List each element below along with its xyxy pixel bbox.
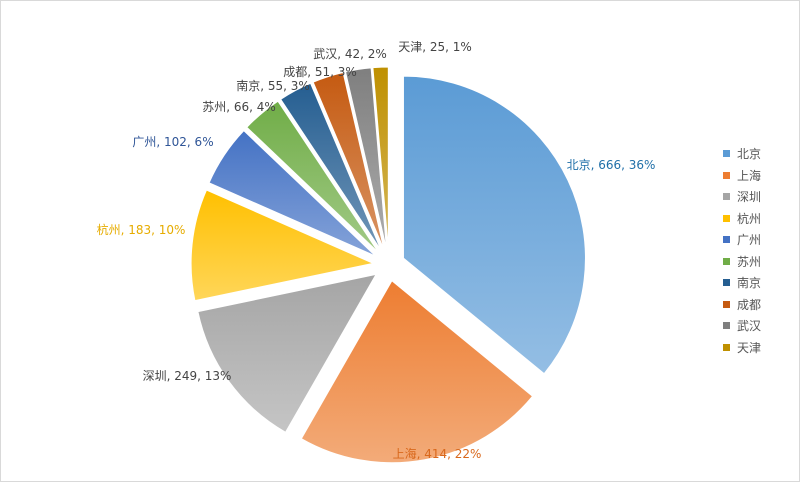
pie-slice-2 bbox=[300, 279, 534, 464]
legend-swatch bbox=[723, 236, 730, 244]
legend-label: 深圳 bbox=[737, 190, 762, 205]
legend-swatch bbox=[723, 214, 730, 222]
data-label-3: 深圳, 249, 13% bbox=[143, 369, 232, 383]
legend-swatch bbox=[723, 322, 730, 330]
pie-slice-4 bbox=[190, 189, 375, 302]
chart-legend: 北京上海深圳杭州广州苏州南京成都武汉天津 bbox=[723, 143, 761, 358]
legend-item-6: 苏州 bbox=[723, 251, 761, 273]
legend-label: 成都 bbox=[737, 297, 762, 312]
legend-swatch bbox=[723, 300, 730, 308]
data-label-9: 武汉, 42, 2% bbox=[313, 47, 387, 61]
legend-swatch bbox=[723, 279, 730, 287]
pie-slice-9 bbox=[344, 67, 388, 250]
legend-item-10: 天津 bbox=[723, 337, 761, 359]
legend-item-5: 广州 bbox=[723, 229, 761, 251]
legend-item-2: 上海 bbox=[723, 165, 761, 187]
legend-label: 天津 bbox=[737, 340, 762, 355]
legend-label: 南京 bbox=[737, 276, 762, 291]
data-label-1: 北京, 666, 36% bbox=[567, 158, 656, 172]
data-label-5: 广州, 102, 6% bbox=[132, 135, 213, 149]
legend-item-7: 南京 bbox=[723, 272, 761, 294]
pie-slice-7 bbox=[279, 82, 382, 252]
legend-swatch bbox=[723, 343, 730, 351]
pie-slice-1 bbox=[402, 75, 586, 375]
legend-label: 北京 bbox=[737, 147, 762, 162]
data-label-8: 成都, 51, 3% bbox=[283, 65, 357, 79]
pie-slice-10 bbox=[372, 66, 389, 250]
legend-swatch bbox=[723, 150, 730, 158]
legend-item-8: 成都 bbox=[723, 294, 761, 316]
pie-slices bbox=[190, 66, 586, 464]
legend-swatch bbox=[723, 193, 730, 201]
legend-item-3: 深圳 bbox=[723, 186, 761, 208]
data-label-7: 南京, 55, 3% bbox=[236, 78, 310, 93]
legend-swatch bbox=[723, 171, 730, 179]
data-label-10: 天津, 25, 1% bbox=[398, 40, 472, 54]
legend-label: 杭州 bbox=[737, 211, 762, 226]
data-label-2: 上海, 414, 22% bbox=[393, 446, 482, 461]
pie-slice-3 bbox=[197, 273, 378, 433]
legend-swatch bbox=[723, 257, 730, 265]
legend-label: 广州 bbox=[737, 233, 762, 248]
legend-item-4: 杭州 bbox=[723, 208, 761, 230]
legend-item-9: 武汉 bbox=[723, 315, 761, 337]
data-label-6: 苏州, 66, 4% bbox=[202, 100, 276, 114]
pie-slice-8 bbox=[312, 71, 385, 250]
pie-data-labels: 北京, 666, 36% 上海, 414, 22% 深圳, 249, 13% 杭州, … bbox=[97, 40, 656, 461]
legend-item-1: 北京 bbox=[723, 143, 761, 165]
legend-label: 苏州 bbox=[737, 254, 762, 269]
legend-label: 武汉 bbox=[737, 319, 762, 334]
data-label-4: 杭州, 183, 10% bbox=[97, 222, 186, 237]
pie-slice-6 bbox=[246, 100, 380, 254]
legend-label: 上海 bbox=[737, 168, 762, 183]
pie-slice-5 bbox=[208, 129, 377, 257]
